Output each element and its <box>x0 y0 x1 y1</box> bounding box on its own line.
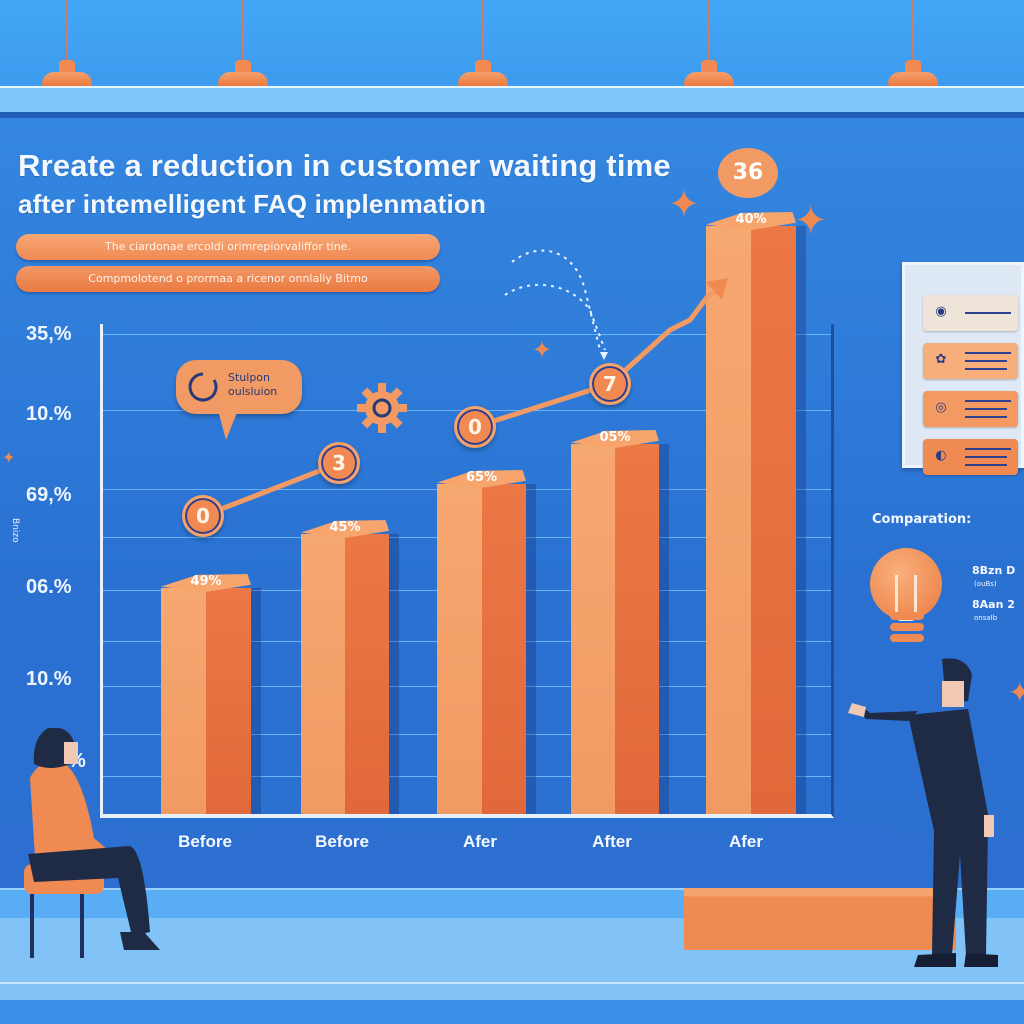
comparison-sub: (ouBs) <box>974 580 997 588</box>
line-marker[interactable]: 0 <box>454 406 496 448</box>
y-tick-label: 69,% <box>26 484 72 506</box>
lightbulb-icon <box>870 548 942 620</box>
comparison-value: 8Bzn D <box>972 564 1016 577</box>
x-axis-label: After <box>592 832 632 851</box>
ceiling <box>0 0 1024 86</box>
panel-item-gear[interactable]: ✿ <box>923 343 1018 379</box>
chart-title: Rreate a reduction in customer waiting t… <box>18 144 671 220</box>
seated-woman-figure <box>24 728 160 958</box>
bench <box>684 888 956 950</box>
x-axis-label: Afer <box>728 832 763 851</box>
sparkle-icon: ✦ <box>2 448 16 467</box>
sparkle-icon: ✦ <box>668 182 700 226</box>
panel-item-target[interactable]: ◎ <box>923 391 1018 427</box>
floor-base <box>0 1000 1024 1024</box>
sparkle-icon: ✦ <box>1008 676 1024 709</box>
beam-shadow <box>0 112 1024 118</box>
bar-value-label: 65% <box>465 470 498 485</box>
y-tick-label: 06.% <box>26 576 72 598</box>
panel-item-chat[interactable]: ◐ <box>923 439 1018 475</box>
gear-icon: ✿ <box>935 352 947 367</box>
floor-line <box>0 982 1024 984</box>
bar-before-1[interactable]: 49% <box>161 574 261 814</box>
y-tick-label: 35,% <box>26 323 72 345</box>
comparison-sub: onsaIb <box>974 614 998 622</box>
bar-value-label: 45% <box>329 520 361 535</box>
x-axis-label: Afer <box>462 832 497 851</box>
line-marker[interactable]: 3 <box>318 442 360 484</box>
dashed-arrow-icon <box>600 352 608 360</box>
highlight-badge: 36 <box>718 148 778 198</box>
presenter-man-figure <box>848 658 998 967</box>
bar-value-label: 40% <box>735 212 767 227</box>
subtitle-pill-2: Compmolotend o prormaa a ricenor onnlali… <box>16 266 440 292</box>
title-line-1: Rreate a reduction in customer waiting t… <box>18 148 671 183</box>
bar-value-label: 49% <box>190 574 222 589</box>
title-line-2: after intemelligent FAQ implenmation <box>18 189 487 219</box>
x-axis-label: Before <box>315 832 369 851</box>
robot-icon: ◉ <box>935 304 947 319</box>
bar-after-2[interactable]: 05% <box>571 430 669 814</box>
y-tick-label: 10.% <box>26 668 72 690</box>
line-marker[interactable]: 0 <box>182 495 224 537</box>
comparison-title: Comparation: <box>872 512 972 527</box>
ceiling-beam <box>0 86 1024 112</box>
bulb-base <box>890 612 924 660</box>
bar-after-1[interactable]: 65% <box>437 470 536 814</box>
bar-after-3[interactable]: 40% <box>706 212 806 814</box>
chart-area: 49% 45% 65% 05% 40% <box>100 212 834 818</box>
refresh-icon <box>188 372 218 402</box>
panel-item-robot[interactable]: ◉ <box>923 295 1018 331</box>
bar-before-2[interactable]: 45% <box>301 520 399 814</box>
gear-icon <box>357 383 407 433</box>
faq-panel: ◉ ✿ ◎ ◐ <box>902 262 1024 475</box>
sparkle-icon: ✦ <box>532 336 553 364</box>
arrow-head-icon <box>706 278 728 300</box>
x-axis-label: Before <box>178 832 232 851</box>
chat-icon: ◐ <box>935 448 947 463</box>
subtitle-pill-1: The ciardonae ercoldi orimrepiorvaliffor… <box>16 234 440 260</box>
bubble-text: Stulpon oulsluion <box>228 371 278 398</box>
speech-bubble: Stulpon oulsluion <box>176 360 302 440</box>
target-icon: ◎ <box>935 400 947 415</box>
gridline <box>103 334 831 335</box>
y-tick-label: 10.% <box>26 403 72 425</box>
bar-value-label: 05% <box>599 430 631 445</box>
sparkle-icon: ✦ <box>794 198 828 244</box>
line-marker[interactable]: 7 <box>589 363 631 405</box>
comparison-value: 8Aan 2 <box>972 598 1015 611</box>
